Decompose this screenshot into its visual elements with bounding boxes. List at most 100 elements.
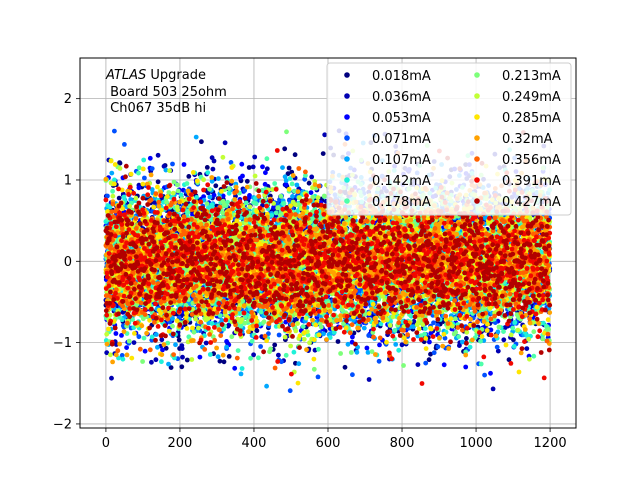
data-point xyxy=(335,339,341,344)
data-point xyxy=(495,348,501,354)
data-point xyxy=(262,181,268,187)
data-point xyxy=(109,375,114,381)
data-point xyxy=(186,174,192,179)
data-point xyxy=(168,365,174,370)
data-point xyxy=(240,173,245,179)
data-point xyxy=(306,180,312,186)
data-point xyxy=(506,357,512,363)
data-point xyxy=(482,372,487,378)
data-point xyxy=(161,163,167,169)
data-point xyxy=(501,337,507,343)
data-point xyxy=(159,337,165,343)
data-point xyxy=(155,344,160,350)
data-point xyxy=(155,152,161,158)
data-point xyxy=(271,204,276,210)
data-point xyxy=(247,193,252,198)
data-point xyxy=(226,354,232,359)
data-point xyxy=(286,165,292,171)
data-point xyxy=(490,386,496,392)
data-point xyxy=(120,309,126,315)
data-point xyxy=(431,320,436,326)
data-point xyxy=(201,194,207,200)
data-point xyxy=(411,319,417,324)
data-point xyxy=(176,337,182,343)
data-point xyxy=(399,342,405,348)
data-point xyxy=(366,333,372,338)
data-point xyxy=(435,344,441,350)
data-point xyxy=(350,372,355,378)
data-point xyxy=(320,151,326,157)
data-point xyxy=(463,364,469,370)
data-point xyxy=(264,166,270,172)
data-point xyxy=(415,362,421,367)
data-point xyxy=(160,347,165,353)
data-point xyxy=(254,328,260,334)
data-point xyxy=(109,170,115,176)
data-point xyxy=(252,154,258,160)
data-point xyxy=(179,364,185,370)
data-point xyxy=(244,178,250,184)
data-point xyxy=(203,340,209,346)
data-point xyxy=(204,165,210,170)
data-point xyxy=(180,354,185,360)
data-point xyxy=(251,352,256,358)
data-point xyxy=(364,345,370,351)
data-points xyxy=(103,128,553,394)
data-point xyxy=(116,195,122,201)
data-point xyxy=(315,374,321,380)
data-point xyxy=(113,331,119,336)
data-point xyxy=(163,345,169,351)
data-point xyxy=(117,160,123,166)
data-point xyxy=(197,354,203,360)
data-point xyxy=(224,339,230,344)
data-point xyxy=(276,332,282,338)
data-point xyxy=(428,351,433,357)
data-point xyxy=(350,334,355,340)
data-point xyxy=(149,359,154,365)
data-point xyxy=(179,346,185,351)
data-point xyxy=(524,346,530,351)
data-point xyxy=(377,342,382,348)
data-point xyxy=(166,361,171,367)
data-point xyxy=(292,152,298,158)
data-point xyxy=(124,345,129,350)
data-point xyxy=(464,336,469,341)
data-point xyxy=(441,362,447,368)
data-point xyxy=(222,140,228,146)
data-point xyxy=(226,322,232,328)
data-point xyxy=(153,332,159,337)
data-point xyxy=(308,190,314,196)
data-point xyxy=(119,333,124,338)
data-point xyxy=(147,155,153,161)
data-point xyxy=(423,360,429,366)
data-point xyxy=(112,128,117,134)
data-point xyxy=(246,165,252,170)
data-point xyxy=(287,388,293,394)
data-point xyxy=(104,350,110,356)
data-point xyxy=(282,146,288,152)
data-point xyxy=(426,357,432,363)
data-point xyxy=(211,158,217,164)
data-point xyxy=(136,334,142,340)
data-point xyxy=(342,364,348,370)
data-point xyxy=(431,350,437,356)
data-point xyxy=(427,339,432,345)
data-point xyxy=(213,183,219,189)
data-point xyxy=(366,377,372,382)
data-point xyxy=(181,162,187,167)
data-point xyxy=(260,164,265,170)
data-point xyxy=(142,175,147,181)
data-point xyxy=(309,174,315,180)
data-point xyxy=(210,166,216,172)
data-point xyxy=(258,344,263,349)
data-point xyxy=(217,358,223,364)
data-point xyxy=(494,344,500,350)
data-point xyxy=(376,358,382,364)
data-point xyxy=(142,348,148,354)
data-point xyxy=(322,132,328,138)
data-point xyxy=(250,164,256,170)
data-point xyxy=(131,340,137,345)
data-point xyxy=(488,370,493,376)
data-point xyxy=(272,342,278,348)
